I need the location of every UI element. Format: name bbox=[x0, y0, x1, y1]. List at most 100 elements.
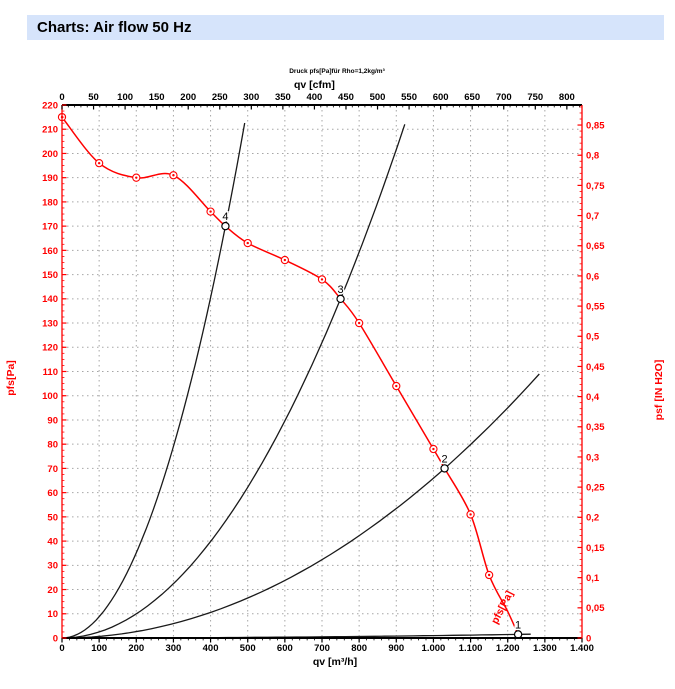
tick-label: 210 bbox=[42, 125, 58, 136]
tick-label: 0 bbox=[53, 633, 58, 644]
data-point-dot bbox=[246, 241, 249, 245]
tick-label: 100 bbox=[117, 92, 133, 103]
data-point-dot bbox=[357, 321, 361, 325]
tick-label: 700 bbox=[496, 92, 512, 103]
gridlines bbox=[62, 105, 582, 638]
tick-label: 400 bbox=[203, 643, 219, 654]
system-curve-4 bbox=[61, 122, 246, 639]
tick-label: 1.400 bbox=[570, 643, 594, 654]
operating-point-label: 1 bbox=[515, 619, 521, 631]
operating-point-label: 3 bbox=[338, 284, 344, 296]
tick-label: 0,45 bbox=[586, 362, 605, 373]
tick-label: 70 bbox=[47, 464, 58, 475]
tick-label: 300 bbox=[243, 92, 259, 103]
bottom-axis-title: qv [m³/h] bbox=[313, 656, 357, 668]
tick-label: 450 bbox=[338, 92, 354, 103]
fan-curve bbox=[61, 116, 521, 639]
tick-label: 0,35 bbox=[586, 422, 605, 433]
tick-label: 1.300 bbox=[533, 643, 557, 654]
tick-label: 0,2 bbox=[586, 513, 599, 524]
tick-label: 110 bbox=[43, 367, 58, 378]
data-point-dot bbox=[469, 513, 472, 516]
tick-label: 200 bbox=[128, 643, 144, 654]
tick-label: 100 bbox=[91, 643, 107, 654]
chart-note: Druck pfs[Pa]für Rho=1,2kg/m³ bbox=[289, 68, 385, 75]
tick-label: 300 bbox=[165, 643, 181, 654]
tick-label: 120 bbox=[42, 343, 58, 354]
tick-label: 550 bbox=[401, 92, 417, 103]
operating-point-label: 4 bbox=[222, 211, 228, 223]
operating-points: 1 2 3 4 bbox=[221, 210, 523, 639]
tick-label: 0 bbox=[586, 633, 591, 644]
tick-label: 200 bbox=[180, 92, 196, 103]
operating-point-label: 2 bbox=[442, 453, 448, 465]
tick-label: 1.100 bbox=[459, 643, 483, 654]
tick-label: 700 bbox=[314, 643, 330, 654]
data-point-dot bbox=[432, 447, 435, 451]
system-curves bbox=[61, 122, 540, 639]
tick-label: 0,65 bbox=[586, 241, 605, 252]
tick-label: 150 bbox=[42, 270, 58, 281]
fan-curve-markers bbox=[57, 112, 494, 580]
system-curve-2 bbox=[61, 373, 540, 639]
operating-point-4 bbox=[221, 221, 230, 231]
tick-label: 1.000 bbox=[422, 643, 446, 654]
tick-label: 250 bbox=[212, 92, 228, 103]
tick-label: 30 bbox=[47, 561, 58, 572]
tick-label: 100 bbox=[42, 391, 58, 402]
tick-label: 0,85 bbox=[586, 120, 605, 131]
tick-label: 50 bbox=[88, 92, 99, 103]
tick-label: 0,05 bbox=[586, 603, 605, 614]
tick-label: 190 bbox=[42, 173, 58, 184]
tick-label: 20 bbox=[47, 585, 58, 596]
tick-label: 60 bbox=[47, 488, 58, 499]
tick-label: 800 bbox=[351, 643, 367, 654]
tick-label: 800 bbox=[559, 92, 575, 103]
tick-label: 500 bbox=[240, 643, 256, 654]
top-axis-title: qv [cfm] bbox=[294, 79, 335, 91]
tick-label: 130 bbox=[42, 318, 58, 329]
tick-label: 0,7 bbox=[586, 211, 599, 222]
tick-label: 0,1 bbox=[586, 573, 600, 584]
tick-label: 0,55 bbox=[586, 301, 605, 312]
tick-label: 0,4 bbox=[586, 392, 600, 403]
tick-label: 1.200 bbox=[496, 643, 520, 654]
data-point-dot bbox=[97, 161, 101, 165]
tick-label: 90 bbox=[47, 415, 58, 426]
data-point-dot bbox=[320, 278, 324, 281]
tick-label: 170 bbox=[42, 222, 58, 233]
operating-point-3 bbox=[336, 294, 345, 304]
tick-label: 0 bbox=[59, 92, 64, 103]
tick-label: 160 bbox=[42, 246, 58, 257]
data-point-dot bbox=[172, 174, 175, 177]
tick-label: 140 bbox=[42, 294, 58, 305]
tick-label: 350 bbox=[275, 92, 291, 103]
tick-label: 200 bbox=[42, 149, 58, 160]
tick-label: 600 bbox=[277, 643, 293, 654]
tick-label: 180 bbox=[42, 197, 58, 208]
tick-label: 750 bbox=[527, 92, 543, 103]
tick-label: 0,15 bbox=[586, 543, 605, 554]
tick-label: 500 bbox=[370, 92, 386, 103]
system-curve-3 bbox=[61, 124, 406, 639]
tick-label: 650 bbox=[464, 92, 480, 103]
page-title: Charts: Air flow 50 Hz bbox=[37, 19, 192, 36]
data-point-dot bbox=[487, 573, 491, 577]
tick-label: 10 bbox=[47, 609, 58, 620]
axis-titles: qv [cfm] Druck pfs[Pa]für Rho=1,2kg/m³ qv … bbox=[5, 68, 665, 668]
tick-label: 900 bbox=[388, 643, 404, 654]
data-point-dot bbox=[283, 258, 287, 262]
tick-label: 80 bbox=[47, 440, 58, 451]
tick-label: 400 bbox=[306, 92, 322, 103]
axes: 0 50 100 150 200 250 300 350 400 450 500 550 600 650 7… bbox=[42, 92, 605, 654]
tick-label: 0,8 bbox=[586, 151, 599, 162]
tick-label: 0,25 bbox=[586, 483, 605, 494]
tick-label: 40 bbox=[47, 536, 58, 547]
operating-point-2 bbox=[440, 464, 449, 473]
data-point-dot bbox=[135, 176, 138, 179]
left-axis-title: pfs[Pa] bbox=[5, 360, 17, 396]
tick-label: 600 bbox=[433, 92, 449, 103]
data-point-dot bbox=[395, 384, 398, 388]
right-axis-title: psf [IN H2O] bbox=[653, 360, 665, 421]
